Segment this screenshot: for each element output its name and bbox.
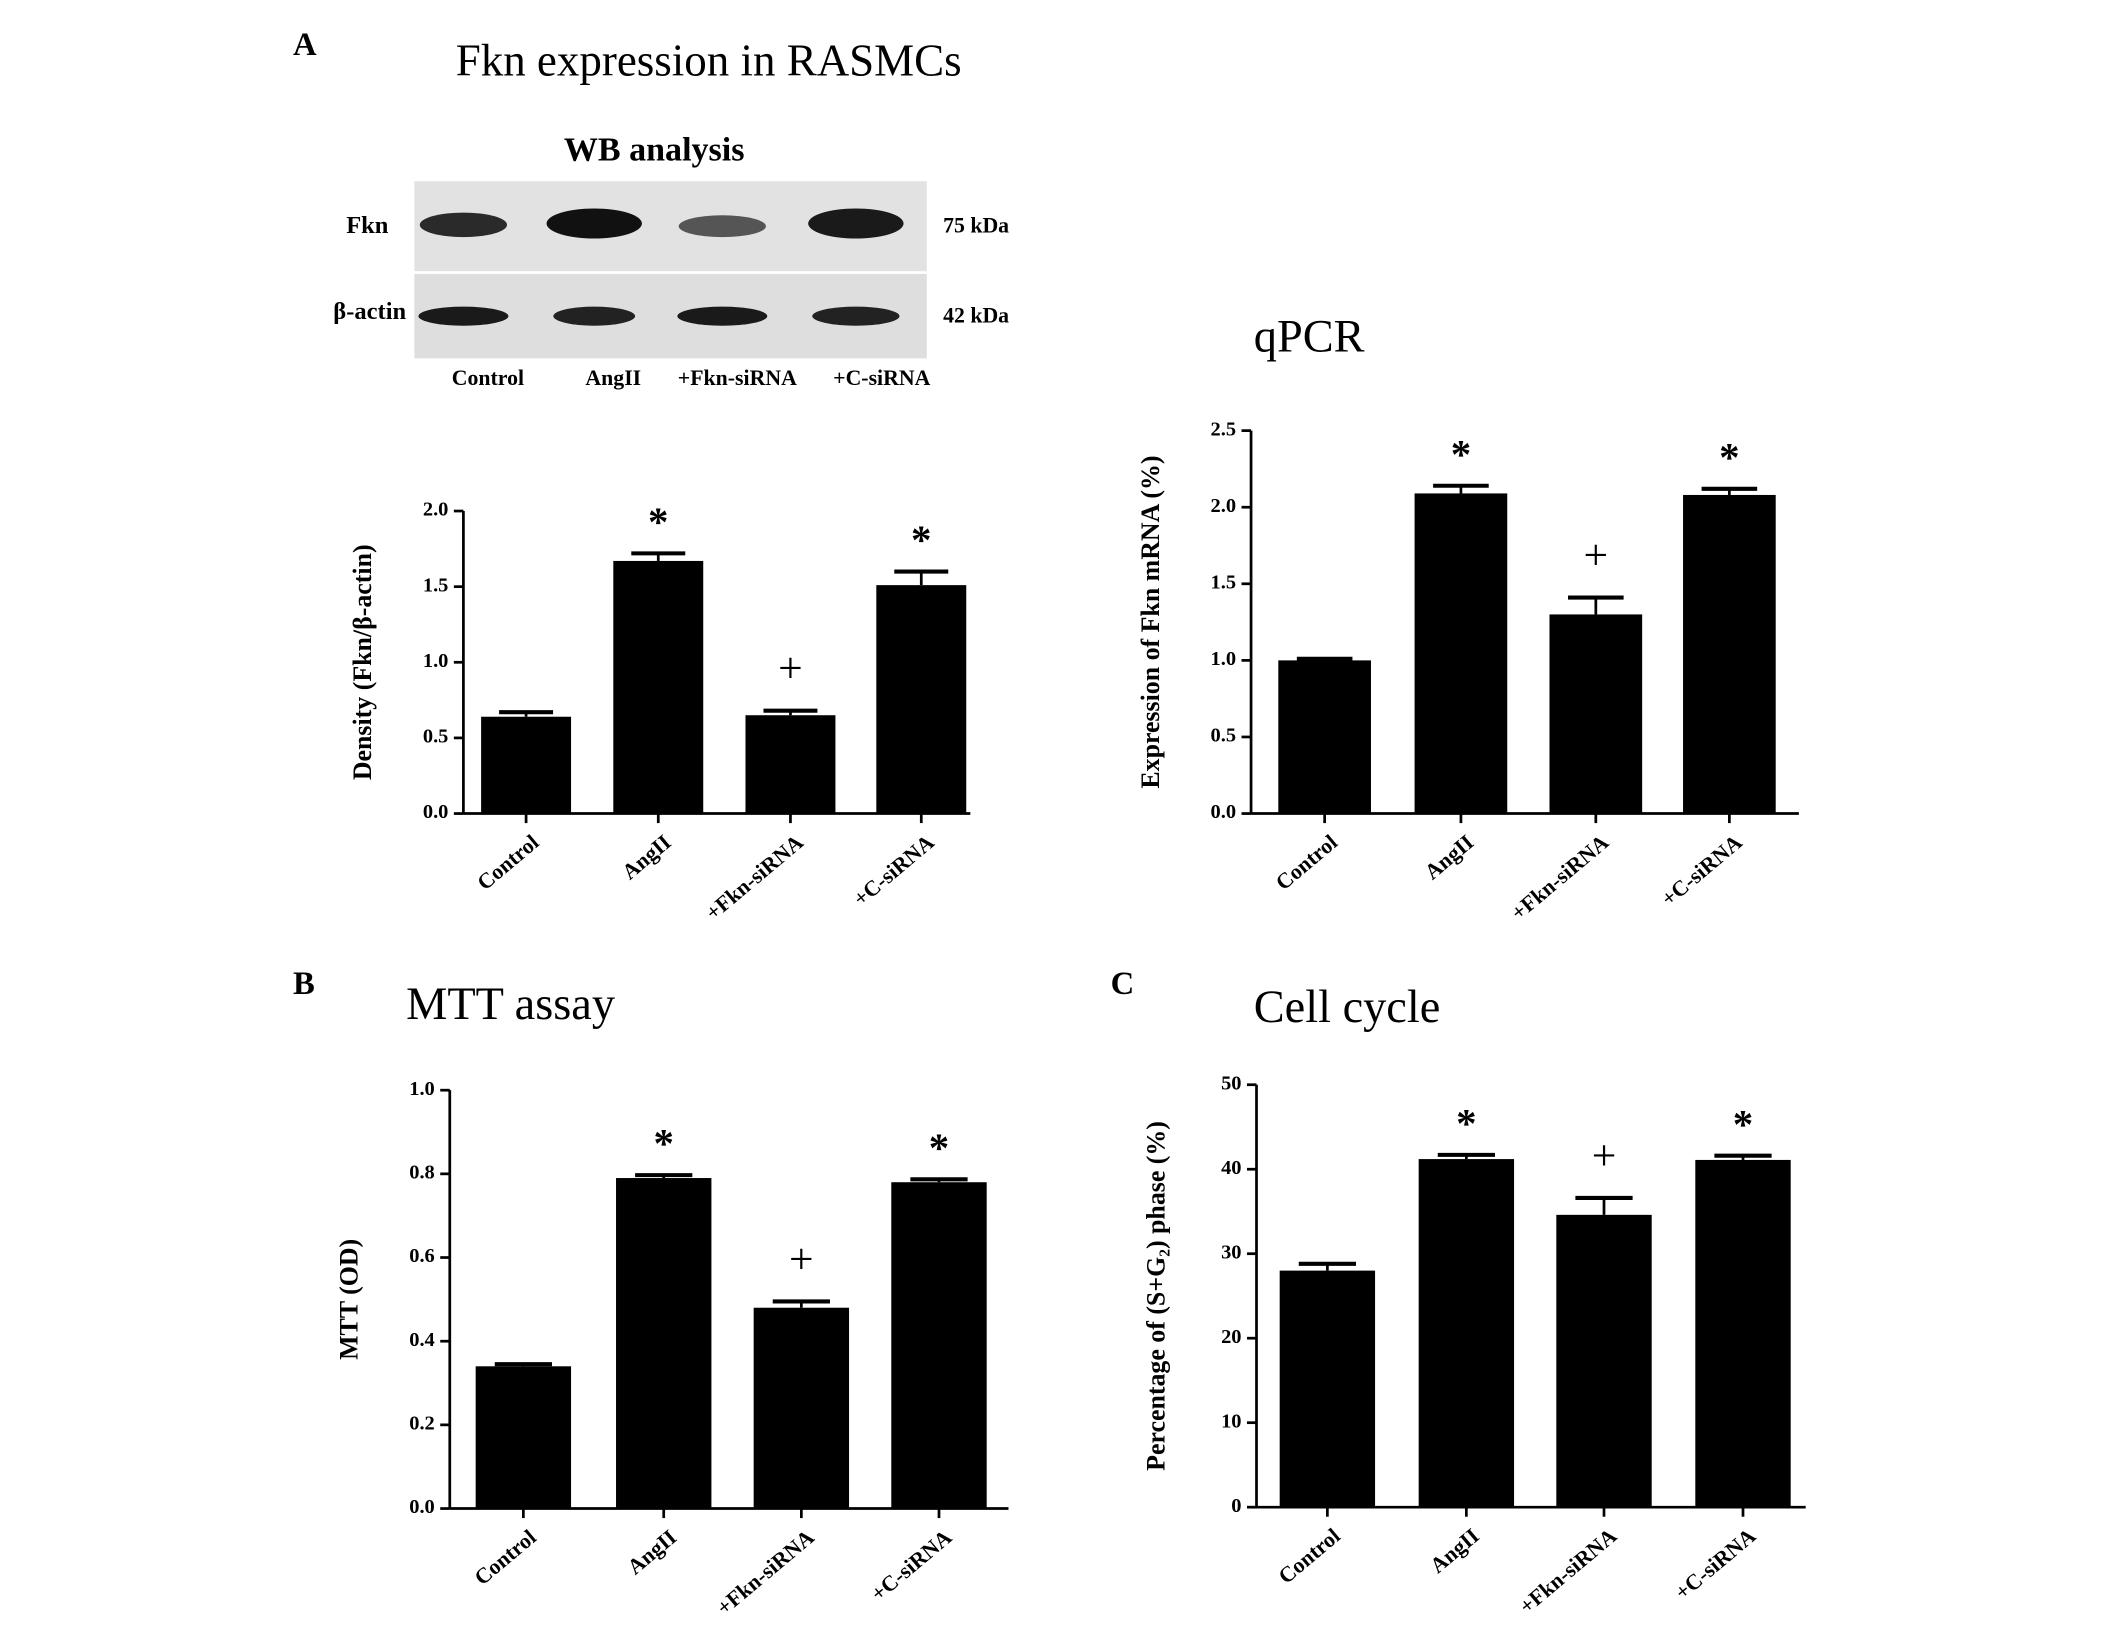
panel-label: C <box>1111 966 1135 1002</box>
x-tick-label: AngII <box>1426 1524 1484 1578</box>
blot-band <box>677 306 768 326</box>
chart-title: MTT assay <box>406 979 615 1030</box>
bar <box>475 1366 572 1509</box>
blot-lane-label: +C-siRNA <box>833 366 930 390</box>
y-tick-label: 0.0 <box>1211 801 1237 823</box>
bar <box>1683 494 1776 814</box>
x-tick-label: Control <box>1274 1524 1345 1589</box>
significance-mark: * <box>1719 435 1739 480</box>
y-tick-label: 0.6 <box>409 1245 435 1267</box>
bar <box>1414 493 1508 814</box>
y-axis-label: Density (Fkn/β-actin) <box>348 544 377 780</box>
y-tick-label: 0.2 <box>409 1413 435 1435</box>
y-tick-label: 1.5 <box>1211 571 1237 593</box>
y-tick-label: 0 <box>1231 1495 1241 1517</box>
blot-image <box>414 181 927 359</box>
significance-mark: * <box>1733 1102 1753 1147</box>
significance-mark: * <box>929 1125 949 1170</box>
y-tick-label: 0.5 <box>1211 725 1237 747</box>
bar <box>1279 1270 1376 1508</box>
y-tick-label: 0.4 <box>409 1329 435 1351</box>
blot-band <box>678 215 766 238</box>
blot-size-label: 75 kDa <box>943 214 1009 238</box>
bar <box>1695 1159 1791 1508</box>
y-tick-label: 0.0 <box>423 801 449 823</box>
y-tick-label: 1.0 <box>409 1078 435 1100</box>
chart-title: qPCR <box>1254 311 1365 362</box>
y-tick-label: 0.8 <box>409 1162 435 1184</box>
x-tick-label: +Fkn-siRNA <box>1507 830 1614 925</box>
blot-lane-label: +Fkn-siRNA <box>678 366 797 390</box>
significance-mark: + <box>1584 531 1609 579</box>
bar <box>1556 1214 1652 1508</box>
bar <box>613 560 704 814</box>
y-tick-label: 2.0 <box>1211 495 1237 517</box>
x-tick-label: +Fkn-siRNA <box>1515 1524 1622 1619</box>
x-tick-label: Control <box>473 830 544 895</box>
panel-label: B <box>293 966 315 1002</box>
y-tick-label: 50 <box>1221 1072 1241 1094</box>
x-tick-label: +C-siRNA <box>1657 830 1747 911</box>
bar <box>891 1182 987 1509</box>
bar <box>1278 660 1371 814</box>
bar <box>876 585 967 814</box>
x-tick-label: Control <box>1271 830 1342 895</box>
significance-mark: + <box>1592 1132 1617 1180</box>
bar <box>1549 614 1643 814</box>
y-tick-label: 1.0 <box>423 650 449 672</box>
x-tick-label: +C-siRNA <box>849 830 939 911</box>
y-tick-label: 10 <box>1221 1410 1241 1432</box>
x-tick-label: +Fkn-siRNA <box>701 830 808 925</box>
blot-title: WB analysis <box>564 131 745 168</box>
significance-mark: * <box>1456 1101 1476 1146</box>
x-tick-label: AngII <box>623 1525 681 1579</box>
y-axis-label: Expression of Fkn mRNA (%) <box>1136 456 1165 789</box>
x-tick-label: AngII <box>617 830 675 884</box>
panel-title: Fkn expression in RASMCs <box>456 36 962 86</box>
bar <box>745 715 836 814</box>
significance-mark: * <box>648 499 668 544</box>
significance-mark: * <box>654 1121 674 1166</box>
bar <box>753 1307 850 1509</box>
x-tick-label: AngII <box>1420 830 1478 884</box>
x-tick-label: Control <box>470 1525 541 1590</box>
y-tick-label: 1.0 <box>1211 648 1237 670</box>
blot-band <box>553 306 636 326</box>
panel-label: A <box>293 27 317 63</box>
y-tick-label: 30 <box>1221 1241 1241 1263</box>
bar <box>616 1178 712 1509</box>
blot-band <box>546 208 642 239</box>
y-tick-label: 2.5 <box>1211 418 1237 440</box>
y-tick-label: 0.0 <box>409 1496 435 1518</box>
significance-mark: + <box>778 645 803 693</box>
blot-band <box>812 306 900 326</box>
bar <box>1418 1159 1515 1508</box>
y-axis-label: Percentage of (S+G₂) phase (%) <box>1141 1121 1170 1471</box>
x-tick-label: +C-siRNA <box>866 1525 956 1606</box>
blot-band <box>808 208 904 239</box>
chart-title: Cell cycle <box>1254 982 1441 1033</box>
y-tick-label: 1.5 <box>423 574 449 596</box>
y-tick-label: 2.0 <box>423 499 449 521</box>
significance-mark: * <box>911 518 931 563</box>
bar <box>481 716 572 814</box>
y-axis-label: MTT (OD) <box>335 1239 364 1360</box>
y-tick-label: 20 <box>1221 1326 1241 1348</box>
significance-mark: * <box>1451 432 1471 477</box>
blot-lane-label: Control <box>452 366 524 390</box>
y-tick-label: 40 <box>1221 1157 1241 1179</box>
significance-mark: + <box>789 1235 814 1283</box>
blot-band <box>419 212 508 238</box>
x-tick-label: +C-siRNA <box>1670 1524 1760 1605</box>
blot-row-label: Fkn <box>346 212 389 239</box>
blot-size-label: 42 kDa <box>943 304 1009 328</box>
blot-lane-label: AngII <box>585 366 641 390</box>
blot-band <box>418 306 509 326</box>
y-tick-label: 0.5 <box>423 726 449 748</box>
blot-row-label: β-actin <box>333 298 406 325</box>
x-tick-label: +Fkn-siRNA <box>712 1525 819 1620</box>
